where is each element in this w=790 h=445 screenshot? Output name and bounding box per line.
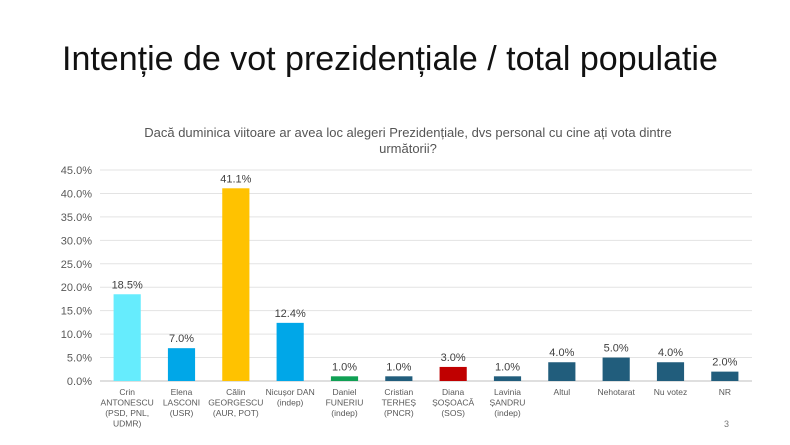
x-tick-label: ȘANDRU [490,398,526,408]
y-tick-label: 35.0% [61,212,92,224]
bar [385,376,413,381]
data-label: 1.0% [495,361,520,373]
data-label: 41.1% [220,173,251,185]
bar [330,376,359,381]
x-tick-label: Daniel [332,387,356,397]
x-tick-label: Elena [171,387,193,397]
x-tick-label: LASCONI [163,398,200,408]
slide-title: Intenție de vot prezidențiale / total po… [62,40,718,78]
page-number: 3 [724,419,730,429]
x-tick-label: (PSD, PNL, [105,408,149,418]
bar [493,376,522,381]
data-label: 4.0% [549,347,574,359]
x-tick-label: TERHEȘ [382,398,417,408]
y-tick-label: 30.0% [61,235,92,247]
chart-gridlines [100,169,752,382]
bar [113,294,141,381]
y-tick-label: 45.0% [61,165,92,177]
y-tick-label: 0.0% [67,376,92,388]
x-tick-label: Nu votez [654,387,688,397]
data-label: 7.0% [169,333,194,345]
y-tick-label: 15.0% [61,306,92,318]
bar [439,366,467,381]
data-label: 5.0% [604,343,629,355]
x-tick-label: ANTONESCU [101,398,154,408]
y-tick-label: 20.0% [61,282,92,294]
y-tick-label: 25.0% [61,259,92,271]
x-tick-label: Altul [554,387,571,397]
data-label: 4.0% [658,347,683,359]
x-tick-label: Nicușor DAN [266,387,315,397]
x-tick-label: NR [719,387,731,397]
data-label: 12.4% [275,308,306,320]
data-label: 1.0% [332,361,357,373]
data-label: 3.0% [441,352,466,364]
y-axis: 0.0% 5.0% 10.0% 15.0% 20.0% 25.0% 30.0% 35.0% 40… [61,165,92,388]
data-label: 2.0% [712,357,737,369]
x-tick-label: (USR) [170,408,194,418]
value-labels: 18.5% 7.0% 41.1% 12.4% 1.0% 1.0% 3.0% 1.0% 4.0% 5… [112,173,738,373]
data-label: 18.5% [112,279,143,291]
x-tick-label: UDMR) [113,419,141,429]
bar [222,188,250,381]
x-tick-label: Cristian [384,387,413,397]
y-tick-label: 5.0% [67,353,92,365]
x-tick-label: ȘOȘOACĂ [432,398,474,408]
x-tick-label: FUNERIU [326,398,364,408]
x-tick-label: (indep) [494,408,521,418]
x-tick-label: Crin [119,387,135,397]
bar [656,362,685,381]
chart-bars [113,188,739,381]
bar [167,348,196,381]
x-tick-label: (AUR, POT) [213,408,259,418]
x-tick-label: GEORGESCU [208,398,263,408]
x-tick-label: (indep) [277,398,304,408]
y-tick-label: 10.0% [61,329,92,341]
x-tick-label: Nehotarat [597,387,635,397]
x-tick-label: (SOS) [441,408,465,418]
y-tick-label: 40.0% [61,188,92,200]
x-tick-label: (PNCR) [384,408,414,418]
bar [276,322,304,381]
bar [711,371,739,381]
chart-title-line: Dacă duminica viitoare ar avea loc alege… [144,125,672,140]
chart-title-line: următorii? [379,141,437,156]
chart-title: Dacă duminica viitoare ar avea loc alege… [144,125,672,156]
x-tick-label: Diana [442,387,464,397]
x-tick-label: (indep) [331,408,358,418]
x-tick-label: Călin [226,387,246,397]
data-label: 1.0% [386,361,411,373]
bar [602,357,630,381]
x-tick-label: Lavinia [494,387,521,397]
bar [548,362,576,381]
